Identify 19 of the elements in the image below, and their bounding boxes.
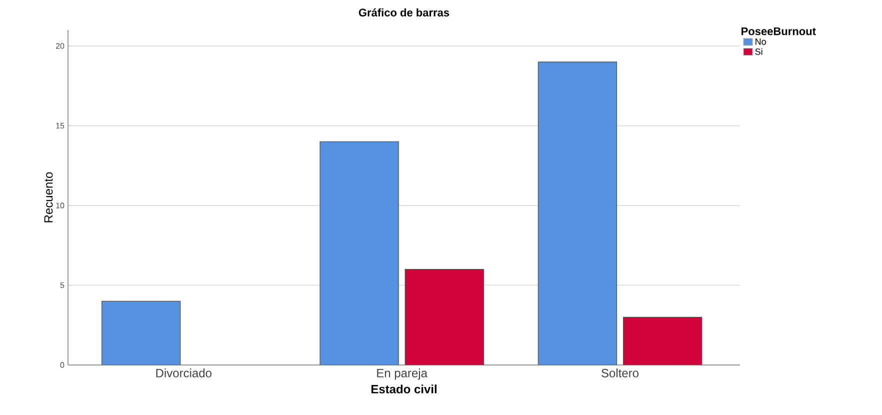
y-tick-label: 15: [56, 122, 64, 129]
x-tick-label: Divorciado: [156, 368, 212, 378]
bar: [538, 62, 618, 365]
legend-label: Si: [755, 48, 762, 55]
bar: [102, 300, 181, 365]
y-tick-label: 0: [60, 362, 64, 368]
legend-title: PoseeBurnout: [742, 28, 816, 36]
x-axis-title: Estado civil: [371, 384, 436, 394]
bar: [622, 316, 702, 365]
chart-title: Gráfico de barras: [358, 8, 450, 16]
bar: [404, 268, 484, 365]
y-axis-title: Recuento: [44, 172, 53, 222]
x-tick-label: En pareja: [377, 368, 428, 380]
y-tick-label: 20: [56, 43, 64, 49]
x-tick-label: Soltero: [602, 368, 639, 378]
y-tick-label: 10: [56, 202, 64, 208]
legend-label: No: [756, 38, 766, 45]
bar: [320, 141, 399, 365]
y-tick-label: 5: [60, 282, 64, 288]
